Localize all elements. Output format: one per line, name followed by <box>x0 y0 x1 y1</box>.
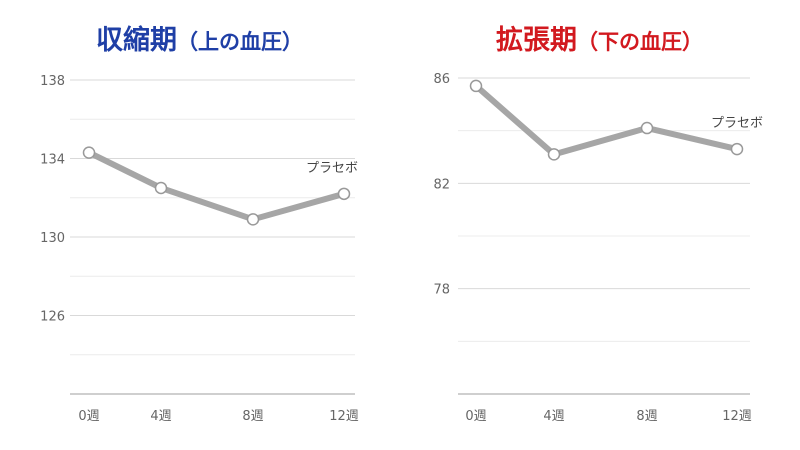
series-line <box>473 82 740 158</box>
data-point <box>154 181 168 195</box>
series-line <box>86 149 347 223</box>
x-tick-label: 0週 <box>78 409 99 424</box>
y-tick-label: 130 <box>40 231 65 246</box>
x-tick-label: 0週 <box>465 409 486 424</box>
data-point <box>730 142 744 156</box>
series-label: プラセボ <box>306 161 358 176</box>
y-tick-label: 82 <box>433 177 450 192</box>
title-main: 拡張期 <box>496 25 577 56</box>
x-tick-label: 8週 <box>242 409 263 424</box>
title-main: 収縮期 <box>96 25 177 56</box>
series-label: プラセボ <box>711 116 763 131</box>
data-point <box>337 187 351 201</box>
x-tick-label: 4週 <box>150 409 171 424</box>
data-point <box>469 79 483 93</box>
data-point <box>246 213 260 226</box>
x-tick-label: 12週 <box>329 409 359 424</box>
chart-title-diastolic: 拡張期（下の血圧） <box>496 18 703 57</box>
data-point <box>640 121 654 135</box>
x-tick-label: 12週 <box>722 409 752 424</box>
y-tick-label: 126 <box>40 310 65 325</box>
y-tick-label: 78 <box>433 283 450 298</box>
title-subtitle: （下の血圧） <box>577 30 703 54</box>
chart-title-systolic: 収縮期（上の血圧） <box>96 18 303 57</box>
x-tick-label: 8週 <box>636 409 657 424</box>
data-point <box>547 148 561 161</box>
data-point <box>82 146 96 159</box>
title-subtitle: （上の血圧） <box>177 30 303 54</box>
y-tick-label: 138 <box>40 74 65 89</box>
y-tick-label: 86 <box>433 72 450 87</box>
y-tick-label: 134 <box>40 153 65 168</box>
x-tick-label: 4週 <box>543 409 564 424</box>
